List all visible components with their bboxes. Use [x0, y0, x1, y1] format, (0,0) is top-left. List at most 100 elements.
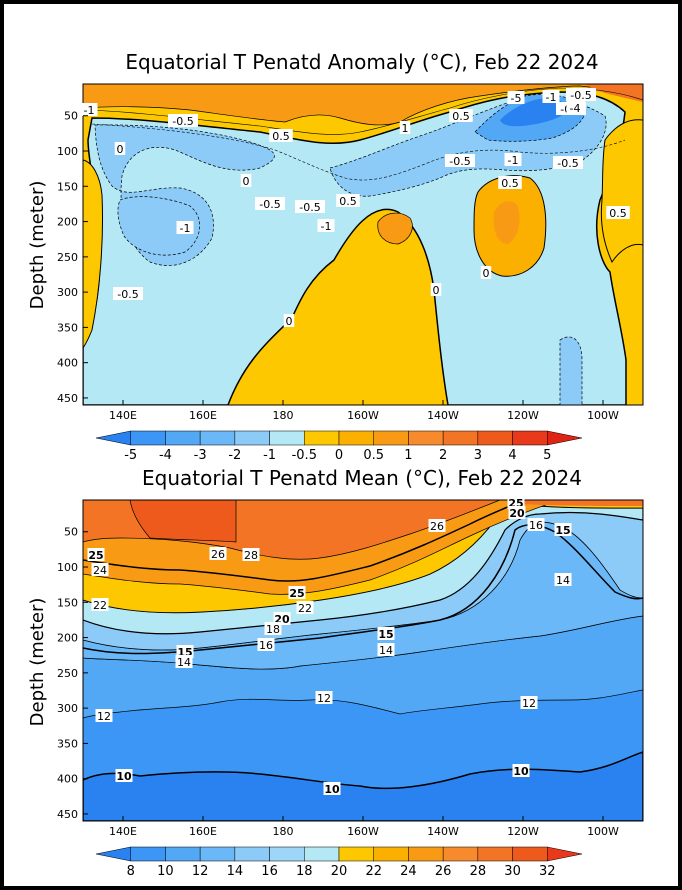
anomaly-warm-blob-core — [493, 201, 520, 244]
anomaly-y-tick-label: 100 — [57, 145, 78, 158]
mean-colorbar-cell — [234, 846, 270, 862]
anomaly-x-tick-label: 120W — [507, 409, 539, 422]
anomaly-x-tick-label: 160W — [347, 409, 379, 422]
mean-field — [83, 500, 643, 821]
mean-contour-label-bg — [508, 506, 526, 519]
mean-contour-label-bg — [554, 573, 572, 586]
anomaly-contour-label: -0.5 — [557, 157, 578, 170]
mean-colorbar-cell — [442, 846, 479, 862]
anomaly-contour-label: -0.5 — [449, 155, 470, 168]
mean-contour-label-bg — [323, 782, 341, 795]
mean-y-tick-label: 400 — [57, 773, 78, 786]
mean-contour-15 — [83, 524, 643, 655]
mean-colorbar-cell — [477, 846, 513, 862]
anomaly-colorbar-cell — [547, 430, 583, 446]
mean-colorbar-cell — [408, 846, 444, 862]
anomaly-y-tick-label: 300 — [57, 286, 78, 299]
mean-title: Equatorial T Penatd Mean (°C), Feb 22 20… — [142, 466, 582, 490]
mean-contour-label: 26 — [211, 548, 225, 561]
anomaly-west-warm — [83, 159, 104, 349]
mean-x-tick-label: 160W — [347, 825, 379, 838]
anomaly-contour-label: -0.5 — [570, 89, 591, 102]
anomaly-colorbar-label: 3 — [474, 448, 482, 463]
mean-contour-label-bg — [296, 601, 314, 614]
anomaly-y-tick-label: 350 — [57, 321, 78, 334]
mean-contour-label-bg — [520, 696, 538, 709]
anomaly-x-tick-label: 180 — [273, 409, 294, 422]
mean-contour-label: 22 — [298, 602, 312, 615]
anomaly-y-tick-label: 250 — [57, 251, 78, 264]
anomaly-contour-label: -1 — [546, 91, 557, 104]
mean-contour-label-bg — [209, 547, 227, 560]
mean-contour-label: 25 — [289, 587, 304, 600]
mean-contour-label: 10 — [324, 783, 340, 796]
mean-contour-label: 28 — [244, 549, 258, 562]
anomaly-contour-label: 0.5 — [501, 177, 519, 190]
anomaly-contour-label: 0.5 — [339, 195, 357, 208]
anomaly-colorbar-cell — [442, 430, 479, 446]
anomaly-colorbar-label: -5 — [124, 448, 137, 463]
mean-colorbar-cell — [95, 846, 131, 862]
anomaly-contour-label: 0 — [483, 267, 490, 280]
mean-colorbar-label: 22 — [365, 864, 382, 879]
anomaly-contour-label-bg — [295, 200, 325, 213]
anomaly-colorbar-label: 1 — [404, 448, 412, 463]
mean-colorbar-cell — [199, 846, 236, 862]
mean-colorbar-label: 18 — [296, 864, 313, 879]
anomaly-colorbar-label: 5 — [543, 448, 551, 463]
anomaly-contour-label-bg — [504, 153, 522, 166]
anomaly-contour-label-bg — [168, 114, 198, 127]
anomaly-x-tick-label: 160E — [189, 409, 217, 422]
mean-contour-label-bg — [242, 548, 260, 561]
anomaly-contour-label-bg — [430, 283, 442, 296]
mean-colorbar-label: 12 — [192, 864, 209, 879]
mean-contour-label: 12 — [522, 697, 536, 710]
mean-x-tick-label: 180 — [273, 825, 294, 838]
mean-contour-label: 16 — [259, 639, 273, 652]
mean-contour-label: 12 — [317, 692, 331, 705]
anomaly-colorbar-cell — [338, 430, 374, 446]
mean-contour-label-bg — [288, 586, 306, 599]
anomaly-contour-label: -1 — [321, 220, 332, 233]
anomaly-y-tick-label: 200 — [57, 216, 78, 229]
anomaly-warm-east — [585, 84, 643, 102]
mean-band-10 — [83, 751, 643, 821]
anomaly-contour-label-bg — [498, 176, 522, 189]
mean-colorbar-cell — [373, 846, 409, 862]
anomaly-y-tick-label: 450 — [57, 392, 78, 405]
mean-contour-label: 16 — [529, 519, 543, 532]
anomaly-x-tick-label: 100W — [587, 409, 619, 422]
anomaly-colorbar-cell — [512, 430, 548, 446]
anomaly-contour-label-bg — [113, 287, 143, 300]
mean-y-tick-label: 50 — [64, 526, 78, 539]
anomaly-contour-label: 0.5 — [609, 207, 627, 220]
mean-contour-label-bg — [91, 563, 109, 576]
anomaly-colorbar-label: 4 — [508, 448, 516, 463]
mean-colorbar-label: 14 — [227, 864, 244, 879]
mean-contour-label-bg — [176, 645, 194, 658]
anomaly-contour-label-bg — [507, 91, 525, 104]
anomaly-contour-label: 0.5 — [452, 110, 470, 123]
mean-colorbar-cell — [338, 846, 374, 862]
anomaly-field — [83, 84, 643, 405]
mean-y-tick-label: 350 — [57, 737, 78, 750]
anomaly-contour-label-bg — [445, 154, 475, 167]
anomaly-east-warm — [600, 119, 643, 264]
mean-east-warm — [510, 500, 643, 506]
mean-colorbar-label: 28 — [470, 864, 487, 879]
anomaly-colorbar-label: -4 — [159, 448, 172, 463]
mean-contour-label: 14 — [177, 656, 191, 669]
mean-contour-label-bg — [554, 523, 572, 536]
anomaly-contour-label: -0.5 — [172, 115, 193, 128]
mean-contour-label-bg — [95, 709, 113, 722]
anomaly-contour-label: -1 — [508, 154, 519, 167]
mean-colorbar: 8 10 12 14 16 18 20 22 24 26 28 30 32 — [95, 846, 583, 879]
anomaly-contour-label: -0.5 — [117, 288, 138, 301]
mean-contour-label: 12 — [97, 710, 111, 723]
mean-colorbar-label: 16 — [261, 864, 278, 879]
anomaly-contour-label: 0 — [286, 315, 293, 328]
anomaly-colorbar-cell — [269, 430, 305, 446]
mean-x-tick-label: 140E — [109, 825, 137, 838]
mean-band-25 — [83, 501, 521, 582]
mean-band-30 — [129, 500, 237, 543]
